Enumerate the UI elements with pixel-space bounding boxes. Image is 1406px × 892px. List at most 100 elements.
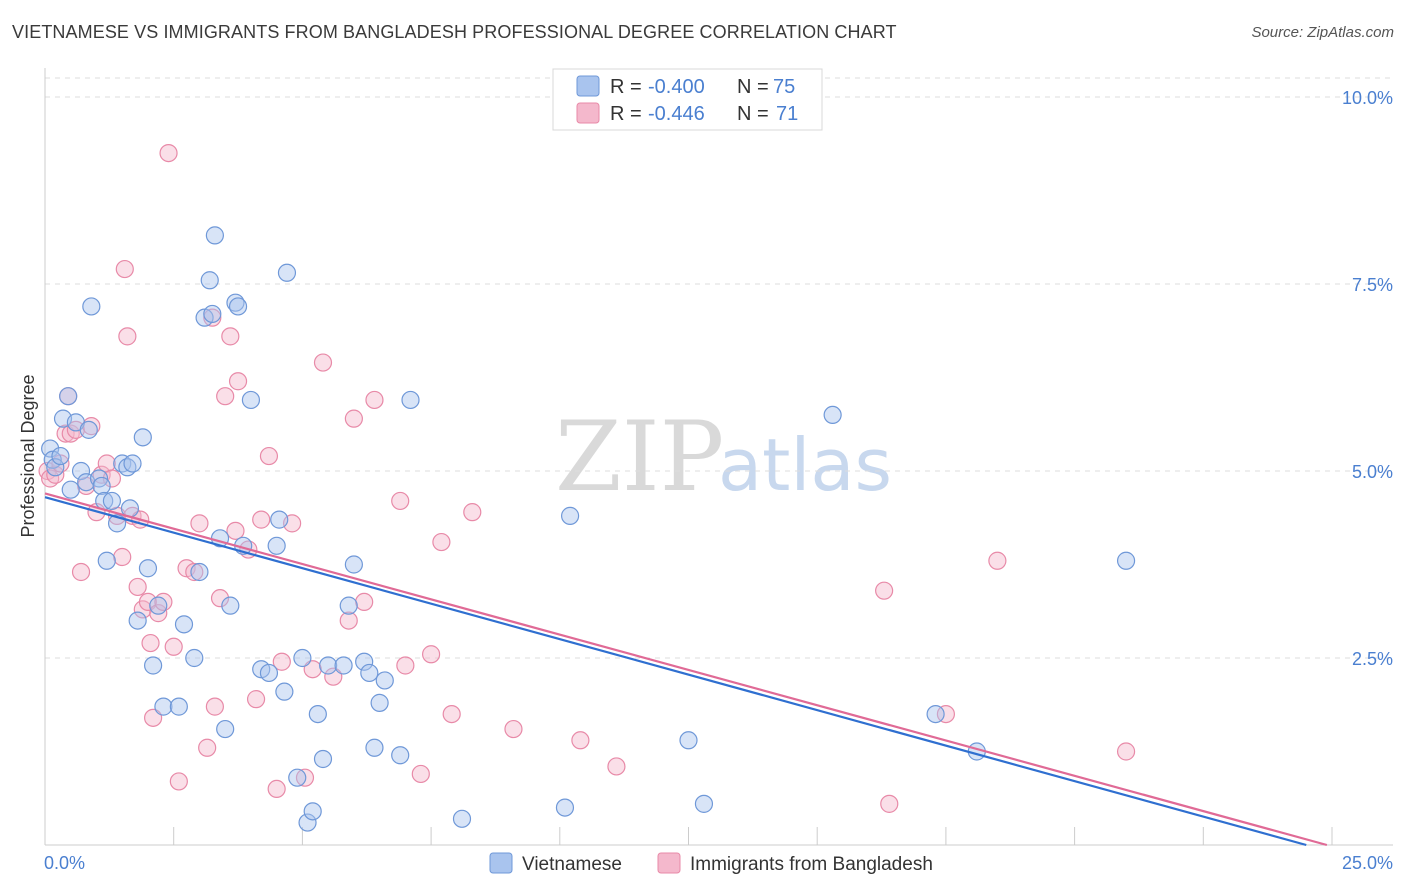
axes: 2.5% 5.0% 7.5% 10.0% (44, 68, 1393, 846)
point-vietnamese-57 (339, 596, 358, 615)
point-bangladesh-2 (46, 465, 65, 484)
x-tick-label-min: 0.0% (44, 853, 85, 873)
point-bangladesh-45 (259, 446, 279, 466)
point-vietnamese-70 (694, 794, 714, 813)
point-vietnamese-10 (79, 420, 98, 439)
point-vietnamese-69 (679, 731, 698, 750)
point-vietnamese-40 (228, 297, 248, 316)
point-vietnamese-21 (123, 454, 142, 473)
legend-n-value-1: 71 (776, 103, 798, 125)
legend-r-value-1: -0.446 (648, 103, 705, 125)
legend-r-value-0: -0.400 (648, 76, 705, 98)
point-vietnamese-55 (319, 656, 338, 675)
point-vietnamese-74 (1116, 551, 1136, 570)
point-bangladesh-20 (128, 577, 147, 597)
point-vietnamese-56 (334, 656, 353, 675)
legend-swatch-vietnamese (576, 75, 600, 97)
legend-swatch-bangladesh-bottom (657, 852, 681, 874)
point-vietnamese-27 (154, 697, 173, 716)
point-vietnamese-61 (365, 738, 384, 757)
point-bangladesh-52 (324, 667, 343, 686)
point-vietnamese-6 (61, 480, 80, 499)
source-label: Source: ZipAtlas.com (1251, 24, 1394, 41)
trend-lines (44, 492, 1328, 847)
point-vietnamese-38 (221, 596, 240, 615)
point-vietnamese-22 (128, 611, 147, 630)
watermark-zip: ZIP (555, 401, 724, 513)
point-bangladesh-23 (138, 592, 158, 612)
point-bangladesh-59 (411, 764, 430, 784)
trend-line-vietnamese (44, 496, 1307, 847)
point-vietnamese-71 (823, 405, 842, 424)
point-bangladesh-64 (504, 719, 523, 739)
legend-n-label-1: N = (737, 103, 769, 125)
point-bangladesh-43 (246, 690, 266, 709)
point-vietnamese-47 (275, 682, 294, 701)
point-bangladesh-53 (339, 611, 358, 630)
legend-swatch-bangladesh (576, 102, 600, 124)
point-bangladesh-49 (295, 768, 315, 787)
point-vietnamese-28 (169, 697, 188, 716)
point-vietnamese-29 (174, 615, 194, 634)
point-vietnamese-24 (138, 559, 158, 578)
point-bangladesh-56 (365, 390, 384, 410)
point-vietnamese-16 (102, 491, 122, 511)
point-bangladesh-41 (228, 372, 248, 391)
point-bangladesh-26 (149, 604, 168, 623)
point-bangladesh-71 (1116, 742, 1136, 761)
point-bangladesh-29 (164, 637, 183, 656)
legend-r-label-0: R = (610, 76, 642, 98)
point-bangladesh-66 (607, 757, 626, 776)
point-vietnamese-50 (293, 648, 312, 668)
point-bangladesh-7 (66, 420, 85, 439)
point-bangladesh-62 (442, 704, 461, 724)
point-vietnamese-15 (97, 551, 116, 570)
point-vietnamese-44 (259, 663, 279, 683)
point-bangladesh-16 (113, 547, 132, 567)
point-bangladesh-55 (355, 592, 374, 612)
point-bangladesh-57 (391, 491, 410, 511)
point-vietnamese-12 (89, 469, 109, 488)
point-bangladesh-70 (988, 551, 1007, 570)
point-bangladesh-30 (169, 772, 188, 791)
point-vietnamese-42 (241, 390, 261, 410)
point-vietnamese-3 (51, 446, 70, 466)
legend-n-label-0: N = (737, 76, 769, 98)
point-bangladesh-33 (190, 514, 209, 533)
point-bangladesh-47 (272, 652, 291, 671)
point-vietnamese-59 (355, 652, 374, 671)
point-vietnamese-64 (391, 746, 410, 765)
point-vietnamese-11 (82, 297, 101, 316)
point-bangladesh-14 (102, 469, 122, 488)
point-vietnamese-23 (133, 428, 152, 447)
point-vietnamese-60 (360, 663, 379, 683)
point-bangladesh-32 (185, 562, 204, 582)
correlation-legend: R = -0.400 N = 75 R = -0.446 N = 71 (552, 68, 823, 131)
point-vietnamese-37 (216, 719, 235, 739)
point-vietnamese-65 (401, 390, 420, 410)
gridlines (45, 77, 1393, 659)
point-bangladesh-40 (226, 521, 245, 540)
point-bangladesh-8 (71, 562, 91, 582)
y-axis-label: Professional Degree (18, 374, 38, 537)
chart-title: VIETNAMESE VS IMMIGRANTS FROM BANGLADESH… (12, 22, 897, 42)
x-tick-label-max: 25.0% (1342, 853, 1393, 873)
point-vietnamese-8 (71, 461, 91, 481)
point-bangladesh-18 (118, 327, 137, 346)
y-tick-label-0: 2.5% (1352, 649, 1393, 669)
point-vietnamese-5 (59, 387, 78, 406)
point-bangladesh-25 (144, 708, 163, 727)
point-bangladesh-65 (571, 731, 590, 750)
point-vietnamese-66 (452, 809, 472, 828)
point-vietnamese-51 (298, 813, 317, 832)
point-bangladesh-37 (210, 589, 230, 608)
legend-swatch-vietnamese-bottom (489, 852, 513, 874)
point-vietnamese-46 (270, 510, 289, 529)
point-vietnamese-67 (555, 798, 575, 817)
point-bangladesh-34 (198, 738, 217, 757)
point-vietnamese-49 (288, 768, 307, 787)
legend-n-value-0: 75 (773, 76, 795, 98)
point-vietnamese-13 (92, 476, 111, 496)
point-bangladesh-51 (313, 353, 333, 372)
